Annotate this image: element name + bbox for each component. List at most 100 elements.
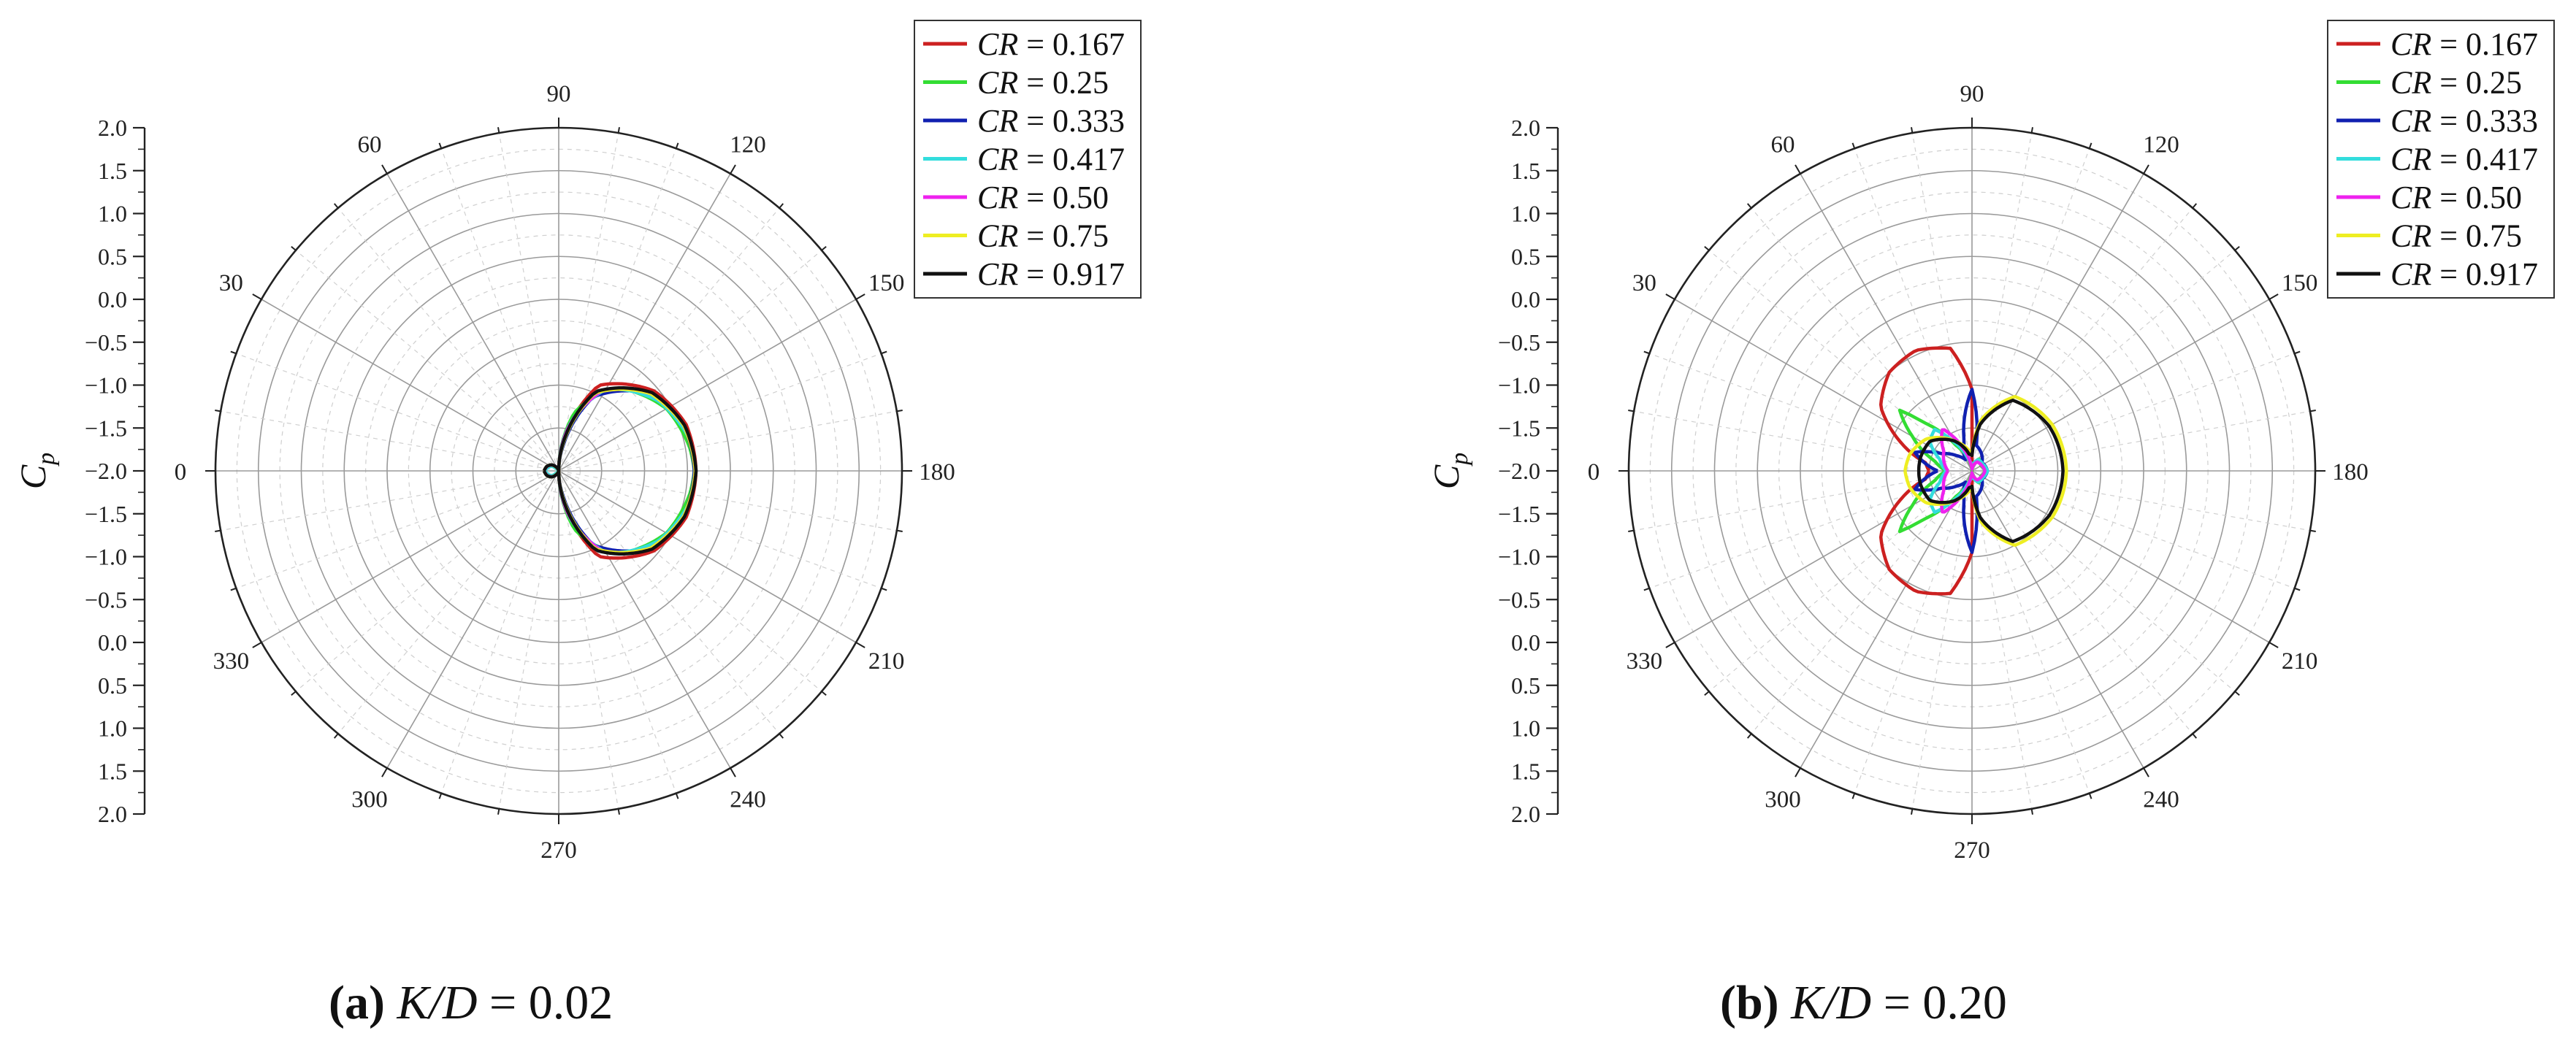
legend-label-var: CR xyxy=(2390,65,2431,101)
angle-tick xyxy=(1704,245,1710,251)
angle-label: 0 xyxy=(1588,459,1600,485)
cp-title-sub: p xyxy=(33,453,60,467)
cp-tick-label: 0.0 xyxy=(1511,629,1540,656)
angle-tick xyxy=(1795,767,1801,778)
angle-label: 90 xyxy=(547,81,571,107)
legend-label-var: CR xyxy=(977,142,1018,177)
angle-tick xyxy=(1643,587,1650,591)
cp-tick-label: 2.0 xyxy=(1511,115,1540,141)
cp-tick-label: 2.0 xyxy=(1511,801,1540,827)
grid-spoke-major xyxy=(261,299,559,472)
legend-label: CR = 0.25 xyxy=(977,65,1109,101)
cp-tick-label: −1.0 xyxy=(1498,372,1540,399)
legend-label-value: = 0.50 xyxy=(2431,180,2522,215)
legend-label-var: CR xyxy=(977,103,1018,139)
cp-tick-label: 0.0 xyxy=(1511,286,1540,312)
angle-tick xyxy=(1643,350,1650,355)
angle-label: 330 xyxy=(213,648,250,675)
angle-tick xyxy=(730,767,736,778)
angle-tick xyxy=(2030,808,2033,815)
legend-label-value: = 0.25 xyxy=(1018,65,1109,101)
legend-label-value: = 0.50 xyxy=(1018,180,1109,215)
legend-label-var: CR xyxy=(2390,103,2431,139)
angle-tick xyxy=(230,587,237,591)
angle-tick xyxy=(2269,293,2279,300)
legend-label: CR = 0.333 xyxy=(977,103,1125,139)
angle-label: 210 xyxy=(868,648,905,675)
legend-label: CR = 0.417 xyxy=(2390,142,2538,177)
angle-tick xyxy=(438,793,443,799)
angle-tick xyxy=(291,245,297,251)
legend-label-var: CR xyxy=(2390,142,2431,177)
legend-label-value: = 0.917 xyxy=(2431,256,2538,292)
legend-label-value: = 0.167 xyxy=(2431,26,2538,62)
legend-label: CR = 0.167 xyxy=(977,26,1125,62)
cp-tick-label: −1.0 xyxy=(1498,544,1540,570)
angle-tick xyxy=(896,410,903,412)
angle-label: 120 xyxy=(2143,131,2179,158)
cp-tick-label: 1.0 xyxy=(98,201,127,227)
legend-label: CR = 0.50 xyxy=(977,180,1109,215)
panel-caption: (a) K/D = 0.02 xyxy=(329,976,613,1029)
legend-label: CR = 0.417 xyxy=(977,142,1125,177)
angle-tick xyxy=(1851,793,1856,799)
legend-label-var: CR xyxy=(2390,26,2431,62)
angle-tick xyxy=(2234,245,2240,251)
angle-tick xyxy=(381,767,388,778)
cp-axis: 2.0 1.5 1.0 0.5 0.0 −0.5 −1.0 −1.5 −2.0 −1.5 −1.0 −… xyxy=(85,115,146,827)
cp-tick-label: 1.0 xyxy=(1511,201,1540,227)
angle-label: 300 xyxy=(1765,787,1801,813)
legend-label: CR = 0.917 xyxy=(2390,256,2538,292)
grid-spoke-major xyxy=(1800,173,1973,472)
grid-spoke-major xyxy=(558,173,731,472)
angle-tick xyxy=(1911,127,1914,134)
legend-label: CR = 0.50 xyxy=(2390,180,2522,215)
angle-tick xyxy=(333,733,339,739)
angle-tick xyxy=(2030,127,2033,134)
angle-label: 120 xyxy=(730,131,766,158)
angle-tick xyxy=(1628,410,1635,412)
cp-tick-label: 1.5 xyxy=(98,758,127,784)
legend-label-value: = 0.167 xyxy=(1018,26,1125,62)
angle-tick xyxy=(215,410,221,412)
legend-label-value: = 0.333 xyxy=(2431,103,2538,139)
angle-tick xyxy=(675,793,679,799)
grid-spoke-major xyxy=(1971,470,2270,643)
cp-tick-label: −1.5 xyxy=(85,501,127,527)
cp-tick-label: 2.0 xyxy=(98,801,127,827)
angle-tick xyxy=(730,164,736,174)
angle-tick xyxy=(881,350,887,355)
caption-var: K/D xyxy=(385,976,478,1029)
cp-title-main: C xyxy=(1426,464,1467,489)
cp-tick-label: −1.5 xyxy=(1498,501,1540,527)
legend-label-value: = 0.333 xyxy=(1018,103,1125,139)
caption-value: = 0.02 xyxy=(478,976,614,1029)
caption-letter: (a) xyxy=(329,976,385,1029)
angle-label: 240 xyxy=(730,787,766,813)
angle-tick xyxy=(2309,410,2316,412)
legend-label-var: CR xyxy=(977,218,1018,254)
cp-axis-title: Cp xyxy=(12,453,60,489)
caption-value: = 0.20 xyxy=(1871,976,2007,1029)
angle-label: 270 xyxy=(540,837,577,864)
angle-tick xyxy=(438,142,443,149)
grid-spoke-major xyxy=(558,470,857,643)
angle-tick xyxy=(2192,203,2198,209)
cp-tick-label: 1.5 xyxy=(1511,758,1540,784)
legend-label-var: CR xyxy=(977,26,1018,62)
legend-label: CR = 0.333 xyxy=(2390,103,2538,139)
angle-tick xyxy=(1911,808,1914,815)
panel-a: 0 30 60 90 120 150 180 210 240 270 300 330 2.0 1.5 1.0… xyxy=(12,20,1142,1029)
legend-label-value: = 0.25 xyxy=(2431,65,2522,101)
cp-tick-label: 2.0 xyxy=(98,115,127,141)
legend-label-value: = 0.417 xyxy=(1018,142,1125,177)
angle-label: 90 xyxy=(1960,81,1984,107)
angle-label: 30 xyxy=(1632,270,1656,296)
legend-label-value: = 0.75 xyxy=(1018,218,1109,254)
angle-label: 240 xyxy=(2143,787,2179,813)
angle-tick xyxy=(881,587,887,591)
angle-tick xyxy=(230,350,237,355)
